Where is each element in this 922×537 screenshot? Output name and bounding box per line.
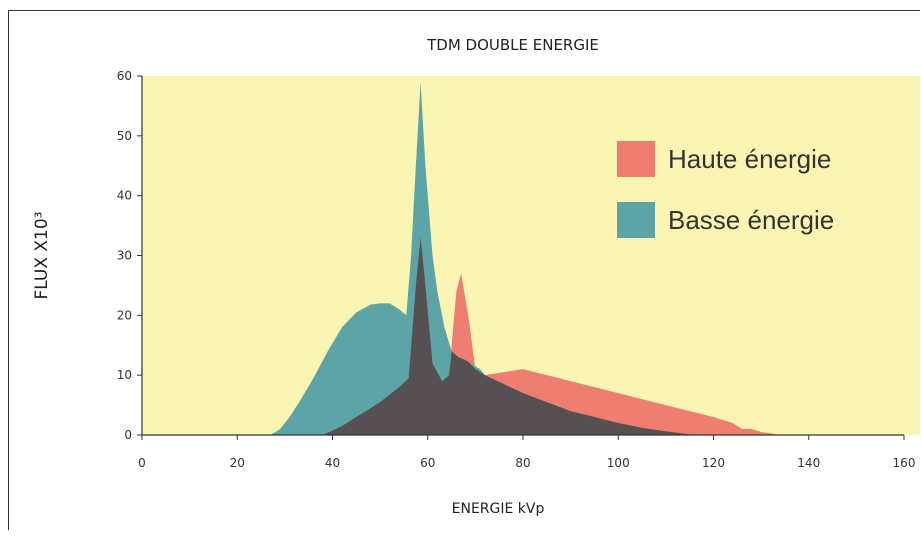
x-tick-label: 60 [420,456,435,470]
series-overlap-area [270,237,781,435]
y-tick-label: 60 [117,69,132,83]
chart-title: TDM DOUBLE ENERGIE [426,36,599,54]
y-tick-label: 30 [117,249,132,263]
x-tick-label: 20 [230,456,245,470]
figure-frame [8,10,920,530]
legend: Haute énergie Basse énergie [617,141,834,238]
y-axis-label: FLUX X10³ [32,212,52,300]
x-tick-label: 140 [797,456,820,470]
y-tick-label: 50 [117,129,132,143]
y-tick-label: 0 [124,428,132,442]
x-axis-label: ENERGIE kVp [452,501,545,517]
x-tick-label: 100 [607,456,630,470]
legend-label: Basse énergie [668,205,834,235]
y-tick-label: 10 [117,368,132,382]
x-tick-label: 120 [702,456,725,470]
x-tick-label: 40 [325,456,340,470]
legend-swatch [617,141,655,177]
x-tick-label: 80 [515,456,530,470]
series-area-basse-energie [270,81,695,435]
y-tick-label: 20 [117,308,132,322]
x-tick-label: 0 [138,456,146,470]
legend-swatch [617,202,655,238]
legend-label: Haute énergie [668,144,831,174]
y-tick-label: 40 [117,189,132,203]
axes-layer: 0 10 20 30 40 50 60 0 20 40 60 80 100 120 140 160 [117,69,916,470]
x-tick-label: 160 [893,456,916,470]
overlap-layer [270,237,781,435]
